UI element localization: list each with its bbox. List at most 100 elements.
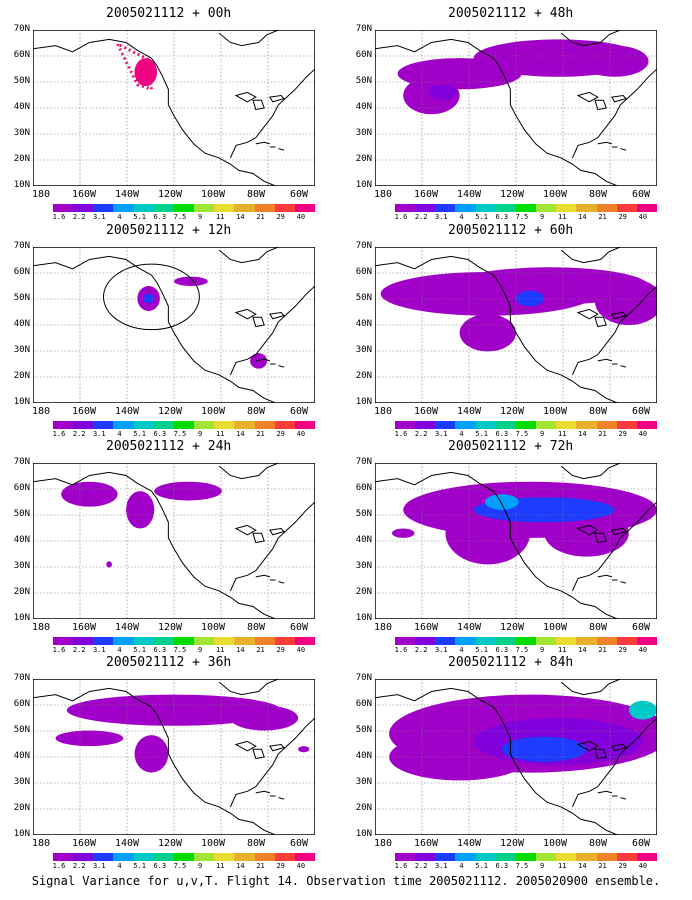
lat-tick-label: 40N (13, 319, 30, 329)
panel-title: 2005021112 + 60h (448, 223, 574, 238)
lon-tick-label: 140W (456, 622, 482, 633)
panel-title: 2005021112 + 48h (448, 6, 574, 21)
colorbar-swatch (294, 637, 316, 645)
lat-tick-label: 60N (355, 267, 372, 277)
lon-tick-label: 160W (71, 838, 97, 849)
colorbar-label: 14 (236, 213, 245, 221)
colorbar-swatch (234, 204, 255, 212)
colorbar-swatch (214, 421, 235, 429)
lon-tick-label: 60W (289, 838, 309, 849)
colorbar-label: 11 (216, 430, 225, 438)
colorbar-swatch (133, 853, 154, 861)
lon-tick-label: 60W (289, 406, 309, 417)
colorbar-label: 1.6 (394, 646, 408, 654)
colorbar-label: 4 (117, 862, 122, 870)
coastline (598, 142, 626, 150)
colorbar-swatch (536, 637, 557, 645)
coastline (236, 92, 284, 109)
colorbar-swatch (495, 421, 516, 429)
lon-tick-label: 80W (588, 406, 608, 417)
colorbar-label: 6.3 (153, 213, 167, 221)
lon-tick-label: 180 (373, 838, 393, 849)
colorbar-swatch (596, 421, 617, 429)
map-plot (33, 463, 315, 619)
colorbar-label: 3.1 (434, 646, 448, 654)
colorbar-swatch (475, 637, 496, 645)
lat-tick-label: 30N (355, 777, 372, 787)
colorbar-label: 9 (539, 213, 545, 221)
coastline (236, 741, 284, 758)
coastline (256, 142, 284, 150)
lat-tick-label: 20N (13, 154, 30, 164)
coastline (219, 463, 278, 479)
lon-tick-label: 120W (157, 189, 183, 200)
colorbar (53, 637, 316, 645)
colorbar-label: 3.1 (92, 646, 106, 654)
variance-region (154, 481, 222, 501)
colorbar (395, 204, 658, 212)
map-plot (375, 463, 657, 619)
colorbar-label: 3.1 (434, 430, 448, 438)
lon-tick-label: 120W (499, 406, 525, 417)
colorbar-swatch (495, 204, 516, 212)
colorbar-label: 2.2 (414, 862, 428, 870)
colorbar-swatch (495, 637, 516, 645)
lat-tick-label: 20N (13, 803, 30, 813)
colorbar-label: 4 (459, 213, 464, 221)
flight-track (118, 44, 152, 89)
colorbar-swatch (435, 421, 456, 429)
colorbar-label: 14 (578, 430, 587, 438)
colorbar-label: 1.6 (52, 862, 66, 870)
colorbar-swatch (294, 204, 316, 212)
lat-tick-label: 30N (13, 561, 30, 571)
colorbar-label: 21 (598, 430, 607, 438)
colorbar-swatch (395, 421, 416, 429)
lat-tick-label: 10N (355, 180, 372, 190)
variance-region (126, 491, 155, 529)
colorbar-swatch (415, 853, 436, 861)
colorbar-label: 2.2 (414, 430, 428, 438)
coastline (578, 741, 626, 758)
colorbar-label: 7.5 (515, 213, 529, 221)
lat-tick-label: 50N (355, 293, 372, 303)
lon-tick-label: 180 (373, 189, 393, 200)
colorbar-label: 14 (236, 862, 245, 870)
coastline (33, 39, 276, 186)
colorbar-label: 7.5 (173, 862, 187, 870)
colorbar-label: 2.2 (72, 213, 86, 221)
colorbar-label: 5.1 (475, 213, 488, 221)
variance-region (298, 746, 310, 753)
lon-tick-label: 160W (71, 189, 97, 200)
colorbar-swatch (133, 637, 154, 645)
colorbar-label: 5.1 (133, 862, 146, 870)
colorbar-swatch (194, 204, 215, 212)
coastline (598, 575, 626, 583)
lat-tick-label: 70N (13, 673, 30, 683)
colorbar-swatch (395, 637, 416, 645)
colorbar-label: 1.6 (394, 862, 408, 870)
colorbar-swatch (153, 421, 174, 429)
coastline (375, 472, 618, 619)
lon-tick-label: 80W (246, 189, 266, 200)
coastline (219, 247, 278, 263)
variance-region (66, 694, 282, 726)
colorbar-label: 14 (236, 646, 245, 654)
colorbar-label: 9 (539, 430, 545, 438)
colorbar-swatch (556, 853, 577, 861)
lat-tick-label: 20N (355, 587, 372, 597)
lon-tick-label: 140W (456, 838, 482, 849)
colorbar-label: 21 (256, 430, 265, 438)
lon-tick-label: 80W (246, 406, 266, 417)
colorbar-swatch (93, 421, 114, 429)
colorbar-swatch (576, 204, 597, 212)
colorbar-label: 5.1 (475, 862, 488, 870)
colorbar-swatch (596, 204, 617, 212)
colorbar-swatch (576, 853, 597, 861)
colorbar-label: 2.2 (414, 646, 428, 654)
variance-region (516, 290, 545, 307)
colorbar-swatch (274, 204, 295, 212)
colorbar-swatch (93, 637, 114, 645)
lon-tick-label: 180 (31, 622, 51, 633)
lon-tick-label: 140W (114, 838, 140, 849)
colorbar-label: 5.1 (133, 646, 146, 654)
